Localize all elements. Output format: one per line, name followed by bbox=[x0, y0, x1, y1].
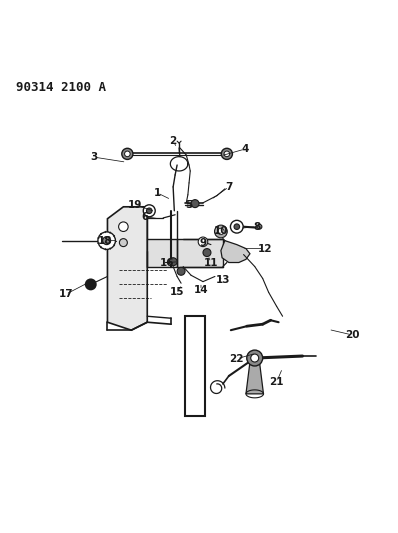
Polygon shape bbox=[107, 207, 147, 330]
Circle shape bbox=[215, 225, 227, 238]
Text: 5: 5 bbox=[185, 200, 193, 210]
Text: 9: 9 bbox=[199, 238, 207, 248]
Circle shape bbox=[119, 222, 128, 231]
Circle shape bbox=[119, 239, 127, 247]
Text: 15: 15 bbox=[170, 287, 184, 297]
Circle shape bbox=[98, 232, 115, 249]
Circle shape bbox=[85, 278, 97, 290]
Polygon shape bbox=[147, 239, 223, 266]
Circle shape bbox=[177, 267, 185, 275]
Circle shape bbox=[203, 248, 211, 256]
Text: 8: 8 bbox=[253, 222, 260, 232]
Text: 7: 7 bbox=[225, 182, 232, 192]
Circle shape bbox=[224, 151, 230, 157]
Circle shape bbox=[103, 237, 111, 245]
Circle shape bbox=[125, 151, 130, 157]
Polygon shape bbox=[221, 240, 250, 263]
Text: 2: 2 bbox=[170, 136, 177, 146]
Text: 11: 11 bbox=[204, 257, 218, 268]
Text: 12: 12 bbox=[258, 244, 272, 254]
Circle shape bbox=[251, 354, 259, 362]
Polygon shape bbox=[246, 362, 263, 394]
Text: 1: 1 bbox=[154, 188, 161, 198]
Circle shape bbox=[191, 200, 199, 207]
Text: 18: 18 bbox=[98, 236, 113, 246]
Text: 6: 6 bbox=[142, 212, 149, 222]
Text: 14: 14 bbox=[194, 285, 208, 295]
Bar bbox=[185, 316, 205, 416]
Text: 19: 19 bbox=[128, 200, 142, 210]
Circle shape bbox=[169, 258, 177, 266]
Circle shape bbox=[198, 237, 208, 247]
Text: 21: 21 bbox=[269, 377, 284, 387]
Circle shape bbox=[218, 228, 224, 235]
Circle shape bbox=[230, 220, 243, 233]
Circle shape bbox=[122, 148, 133, 159]
Text: 3: 3 bbox=[90, 152, 97, 162]
Text: 22: 22 bbox=[230, 354, 244, 364]
Text: 20: 20 bbox=[345, 330, 359, 340]
Text: 16: 16 bbox=[160, 257, 174, 268]
Circle shape bbox=[146, 208, 152, 214]
Circle shape bbox=[257, 224, 262, 229]
Text: 90314 2100 A: 90314 2100 A bbox=[16, 82, 106, 94]
Text: 13: 13 bbox=[216, 276, 230, 286]
Circle shape bbox=[234, 224, 240, 230]
Circle shape bbox=[143, 205, 155, 217]
Text: 17: 17 bbox=[59, 289, 73, 300]
Text: 4: 4 bbox=[241, 144, 248, 154]
Circle shape bbox=[221, 148, 232, 159]
Circle shape bbox=[247, 350, 263, 366]
Text: 10: 10 bbox=[214, 225, 228, 236]
